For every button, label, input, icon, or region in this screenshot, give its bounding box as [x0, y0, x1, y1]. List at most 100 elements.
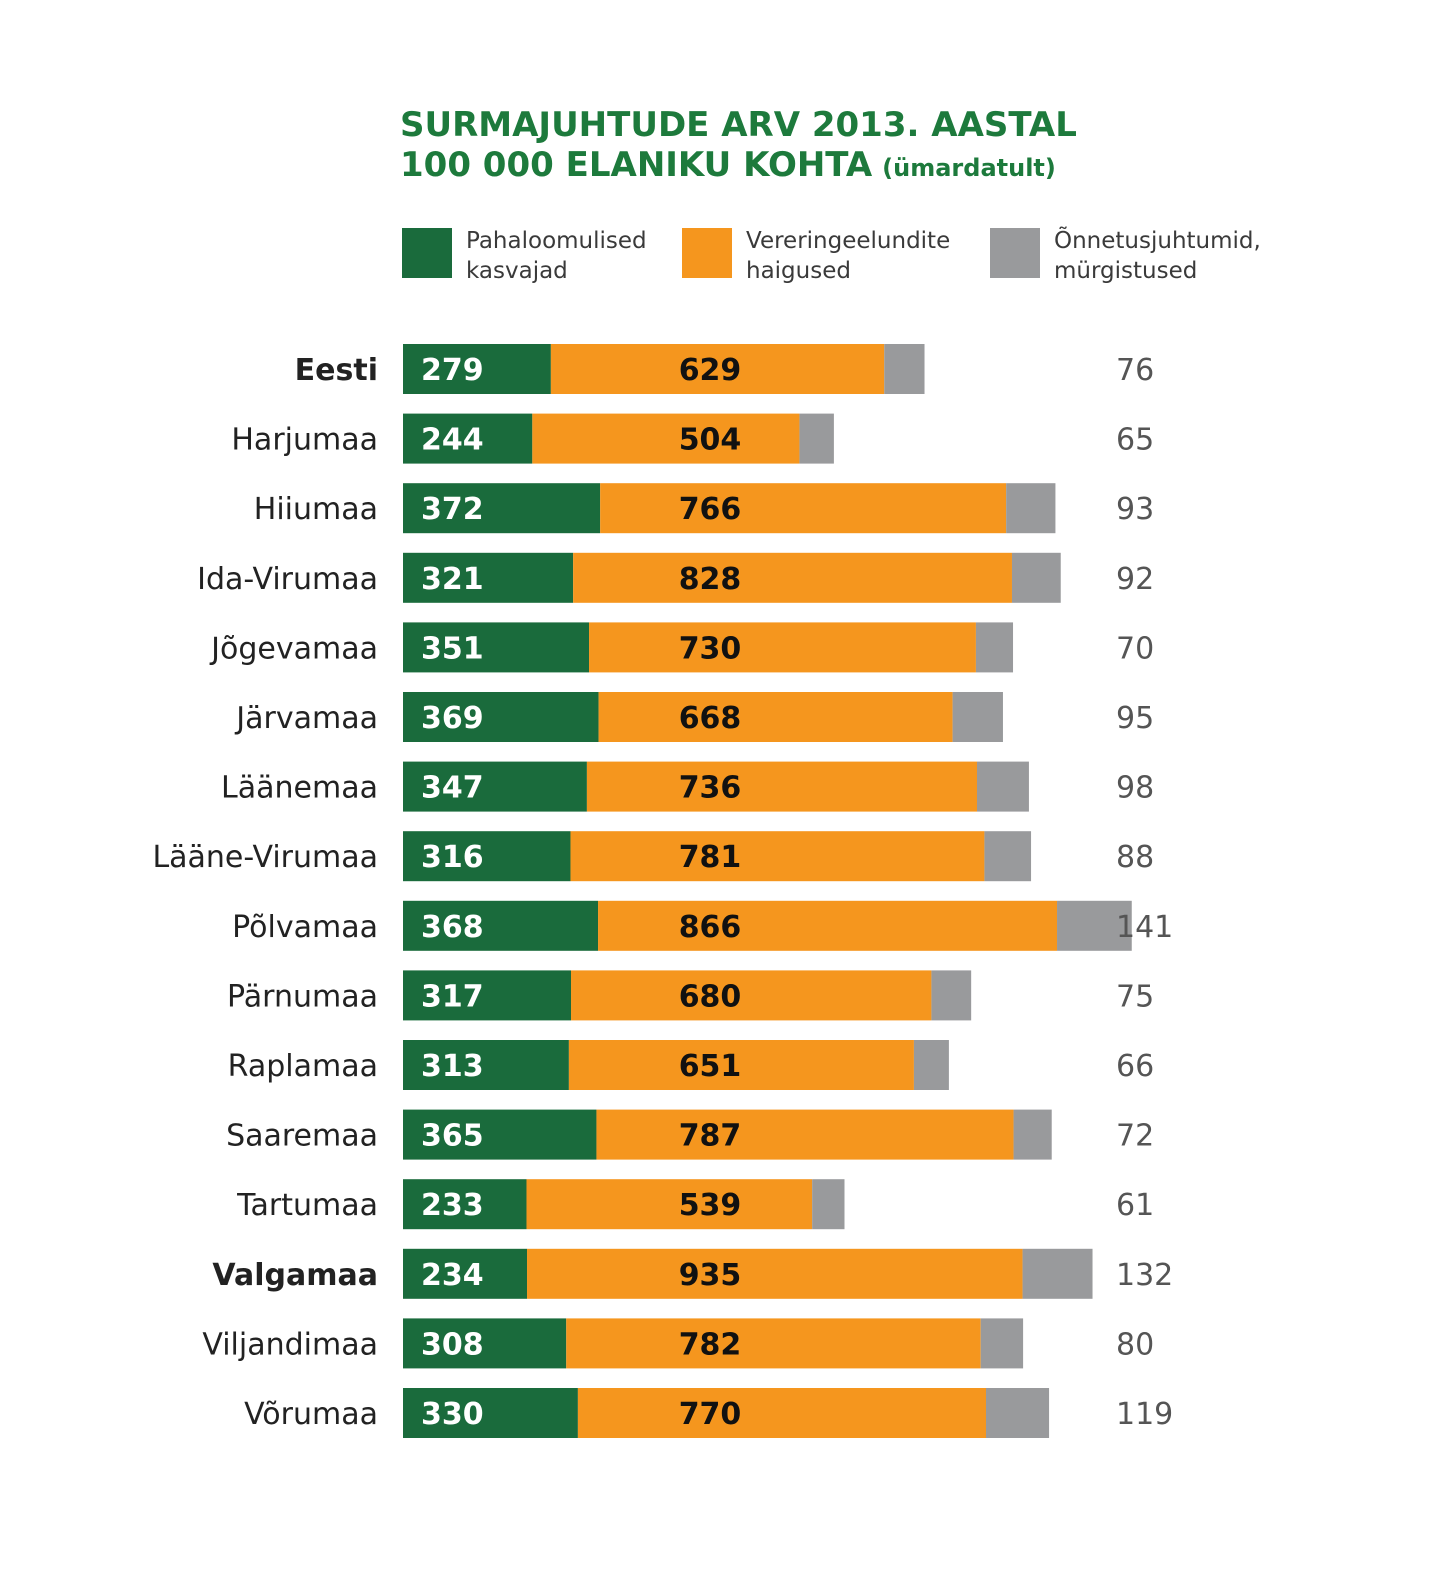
category-label: Valgamaa	[212, 1258, 378, 1293]
bar-segment-vereringe	[526, 1179, 813, 1230]
legend: Pahaloomulised kasvajad Vereringeelundite h…	[402, 225, 1261, 284]
bar-segment-vereringe	[596, 1109, 1014, 1160]
bar-segment-vereringe	[573, 552, 1012, 603]
bar-segment-onnetus	[986, 1388, 1050, 1438]
bar-segment-kasvajad	[403, 1109, 597, 1160]
value-label-vereringe: 770	[679, 1397, 742, 1432]
value-label-onnetus: 88	[1116, 840, 1154, 875]
value-label-kasvajad: 372	[421, 492, 484, 527]
bar-segment-vereringe	[589, 622, 976, 673]
bar-segment-onnetus	[931, 970, 972, 1021]
value-label-onnetus: 132	[1116, 1258, 1173, 1293]
bar-segment-vereringe	[550, 344, 885, 394]
value-label-vereringe: 935	[679, 1258, 742, 1293]
value-label-onnetus: 93	[1116, 492, 1154, 527]
bar-segment-kasvajad	[403, 413, 533, 464]
legend-swatch-1	[402, 228, 452, 278]
value-label-onnetus: 70	[1116, 631, 1154, 666]
bar-segment-onnetus	[1011, 552, 1061, 603]
category-label: Harjumaa	[231, 423, 378, 458]
value-label-onnetus: 95	[1116, 701, 1154, 736]
value-label-kasvajad: 308	[421, 1327, 484, 1362]
category-label: Võrumaa	[244, 1397, 378, 1432]
value-label-vereringe: 781	[679, 840, 742, 875]
category-label: Tartumaa	[236, 1188, 378, 1223]
bar-segment-onnetus	[984, 831, 1032, 882]
value-label-vereringe: 539	[679, 1188, 742, 1223]
legend-label-3-line1: Õnnetusjuhtumid,	[1054, 225, 1261, 254]
bar-segment-vereringe	[600, 483, 1007, 534]
bar-segment-onnetus	[799, 413, 834, 464]
bar-segment-vereringe	[598, 900, 1058, 951]
chart-title-note: (ümardatult)	[882, 154, 1056, 182]
category-label: Saaremaa	[226, 1119, 378, 1154]
value-label-vereringe: 504	[679, 423, 742, 458]
value-label-vereringe: 766	[679, 492, 742, 527]
category-label: Lääne-Virumaa	[152, 840, 378, 875]
legend-swatch-3	[990, 228, 1040, 278]
legend-label-1-line2: kasvajad	[466, 258, 568, 284]
bar-segment-kasvajad	[403, 344, 551, 394]
value-label-onnetus: 65	[1116, 423, 1154, 458]
bar-segment-kasvajad	[403, 1040, 569, 1090]
bar-segment-onnetus	[1057, 900, 1132, 951]
value-label-onnetus: 72	[1116, 1119, 1154, 1154]
bar-segment-vereringe	[598, 692, 953, 742]
bar-segment-onnetus	[952, 692, 1003, 742]
bar-segment-vereringe	[571, 970, 932, 1021]
value-label-onnetus: 98	[1116, 771, 1154, 806]
value-label-kasvajad: 330	[421, 1397, 484, 1432]
bar-segment-onnetus	[913, 1040, 949, 1090]
category-label: Hiiumaa	[254, 492, 378, 527]
bar-segment-onnetus	[980, 1318, 1024, 1369]
value-label-vereringe: 629	[679, 353, 742, 388]
value-label-onnetus: 61	[1116, 1188, 1154, 1223]
legend-label-2-line2: haigused	[746, 258, 851, 284]
chart-title-line1: SURMAJUHTUDE ARV 2013. AASTAL	[400, 105, 1077, 145]
bar-segment-vereringe	[527, 1248, 1023, 1299]
bar-segment-kasvajad	[403, 831, 571, 882]
value-label-onnetus: 141	[1116, 910, 1173, 945]
category-label: Raplamaa	[228, 1049, 378, 1084]
legend-label-2-line1: Vereringeelundite	[746, 228, 950, 254]
value-label-vereringe: 668	[679, 701, 742, 736]
value-label-kasvajad: 233	[421, 1188, 484, 1223]
bar-segment-vereringe	[577, 1388, 986, 1438]
category-label: Järvamaa	[234, 701, 378, 736]
bar-segment-kasvajad	[403, 552, 574, 603]
category-label: Läänemaa	[221, 771, 378, 806]
bar-segment-onnetus	[975, 622, 1014, 673]
bar-segment-kasvajad	[403, 1388, 578, 1438]
value-label-kasvajad: 321	[421, 562, 484, 597]
chart-title-main: 100 000 ELANIKU KOHTA	[400, 145, 873, 185]
bars-group: Eesti 279 629 76 Harjumaa 244 504 65 Hiiumaa 372 7…	[152, 344, 1173, 1438]
category-label: Pärnumaa	[227, 979, 378, 1014]
value-label-onnetus: 66	[1116, 1049, 1154, 1084]
bar-segment-vereringe	[568, 1040, 914, 1090]
value-label-onnetus: 119	[1116, 1397, 1173, 1432]
legend-label-3-line2: mürgistused	[1054, 258, 1197, 284]
bar-segment-onnetus	[884, 344, 925, 394]
value-label-kasvajad: 279	[421, 353, 484, 388]
value-label-vereringe: 782	[679, 1327, 742, 1362]
value-label-vereringe: 680	[679, 979, 742, 1014]
bar-segment-kasvajad	[403, 900, 599, 951]
value-label-kasvajad: 244	[421, 423, 484, 458]
value-label-vereringe: 866	[679, 910, 742, 945]
bar-segment-vereringe	[566, 1318, 981, 1369]
value-label-kasvajad: 317	[421, 979, 484, 1014]
bar-segment-kasvajad	[403, 1179, 527, 1230]
legend-swatch-2	[682, 228, 732, 278]
value-label-vereringe: 787	[679, 1119, 742, 1154]
bar-segment-kasvajad	[403, 692, 599, 742]
value-label-vereringe: 651	[679, 1049, 742, 1084]
value-label-onnetus: 75	[1116, 979, 1154, 1014]
bar-segment-vereringe	[570, 831, 985, 882]
value-label-onnetus: 76	[1116, 353, 1154, 388]
bar-segment-vereringe	[532, 413, 800, 464]
category-label: Põlvamaa	[232, 910, 378, 945]
bar-segment-kasvajad	[403, 1248, 528, 1299]
bar-segment-kasvajad	[403, 1318, 567, 1369]
category-label: Eesti	[295, 353, 378, 388]
